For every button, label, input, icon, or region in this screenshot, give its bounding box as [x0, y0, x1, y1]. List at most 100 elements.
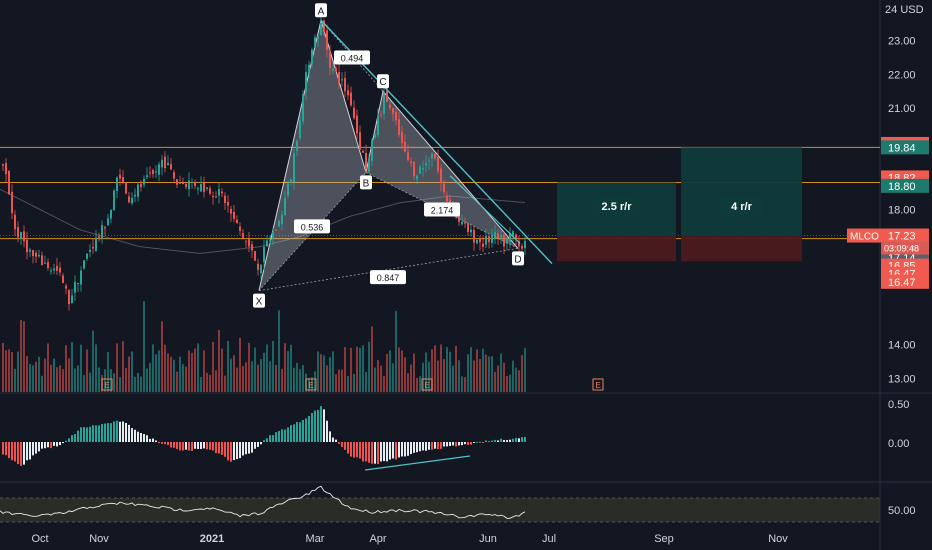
oscillator-bar — [311, 413, 313, 442]
volume-bar — [323, 355, 325, 392]
candle-body — [335, 67, 337, 72]
candle-body — [422, 168, 424, 170]
volume-bar — [203, 350, 205, 392]
oscillator-bar — [143, 434, 145, 442]
volume-bar — [275, 364, 277, 392]
oscillator-bar — [515, 437, 517, 442]
volume-bar — [191, 352, 193, 392]
harmonic-point-badge — [377, 74, 389, 89]
oscillator-bar — [323, 409, 325, 442]
volume-bar — [50, 364, 52, 392]
candle-body — [11, 191, 13, 214]
candle-body — [446, 195, 448, 202]
candle-body — [44, 262, 46, 264]
candle-body — [356, 115, 358, 134]
oscillator-bar — [41, 442, 43, 449]
volume-bar — [239, 337, 241, 392]
oscillator-bar — [176, 442, 178, 449]
oscillator-bar — [245, 442, 247, 455]
oscillator-bar — [119, 421, 121, 442]
oscillator-bar — [476, 441, 478, 443]
candle-body — [65, 285, 67, 289]
oscillator-bar — [128, 424, 130, 442]
volume-bar — [410, 364, 412, 392]
volume-bar — [464, 377, 466, 392]
candle-body — [278, 221, 280, 227]
oscillator-bar — [53, 442, 55, 446]
oscillator-bar — [335, 439, 337, 442]
candle-body — [248, 239, 250, 247]
candle-body — [491, 235, 493, 243]
oscillator-bar — [296, 422, 298, 442]
candle-body — [26, 240, 28, 253]
x-axis-tick: Apr — [369, 533, 386, 545]
oscillator-bar — [281, 429, 283, 442]
volume-bar — [509, 374, 511, 392]
volume-bar — [395, 310, 397, 392]
volume-bar — [140, 376, 142, 392]
oscillator-bar — [419, 442, 421, 452]
oscillator-bar — [65, 440, 67, 442]
volume-bar — [32, 365, 34, 392]
volume-bar — [194, 348, 196, 392]
y-axis-tick: 14.00 — [888, 340, 916, 352]
x-axis-tick: Nov — [89, 533, 109, 545]
candle-body — [407, 152, 409, 161]
oscillator-bar — [341, 442, 343, 447]
price-tag-value: 17.23 — [888, 231, 916, 243]
volume-bar — [311, 377, 313, 392]
candle-body — [329, 52, 331, 69]
candle-body — [521, 245, 523, 249]
oscillator-bar — [230, 442, 232, 462]
volume-bar — [377, 360, 379, 392]
candle-body — [368, 158, 370, 172]
volume-bar — [254, 347, 256, 392]
candle-body — [287, 183, 289, 196]
candle-body — [293, 153, 295, 183]
candle-body — [290, 179, 292, 183]
candle-body — [215, 196, 217, 198]
volume-bar — [359, 347, 361, 392]
oscillator-bar — [494, 439, 496, 442]
candle-body — [404, 141, 406, 152]
candle-body — [350, 92, 352, 106]
oscillator-bar — [185, 442, 187, 450]
volume-bar — [452, 365, 454, 392]
candle-body — [152, 170, 154, 174]
oscillator-bar — [428, 442, 430, 450]
y-axis-tick: 22.00 — [888, 69, 916, 81]
oscillator-bar — [236, 442, 238, 460]
oscillator-bar — [350, 442, 352, 457]
oscillator-bar — [314, 410, 316, 442]
volume-bar — [260, 359, 262, 392]
volume-bar — [353, 374, 355, 392]
candle-body — [71, 295, 73, 304]
candle-body — [110, 209, 112, 219]
price-tag-value: 16.47 — [888, 277, 916, 289]
price-tag — [881, 274, 929, 289]
oscillator-bar — [509, 439, 511, 442]
oscillator-bar — [68, 438, 70, 442]
candle-body — [509, 233, 511, 242]
oscillator-bar — [290, 425, 292, 442]
oscillator-bar — [266, 438, 268, 442]
oscillator-bar — [374, 442, 376, 464]
candle-body — [101, 225, 103, 239]
oscillator-bar — [182, 442, 184, 451]
candle-body — [359, 132, 361, 151]
candle-body — [143, 178, 145, 185]
oscillator-bar — [422, 442, 424, 451]
volume-bar — [467, 354, 469, 392]
oscillator-bar — [473, 442, 475, 443]
candle-body — [149, 172, 151, 174]
oscillator-bar — [482, 442, 484, 443]
oscillator-bar — [140, 432, 142, 442]
volume-bar — [512, 360, 514, 392]
oscillator-bar — [17, 442, 19, 465]
volume-bar — [389, 350, 391, 392]
volume-bar — [497, 365, 499, 392]
candle-body — [428, 160, 430, 162]
